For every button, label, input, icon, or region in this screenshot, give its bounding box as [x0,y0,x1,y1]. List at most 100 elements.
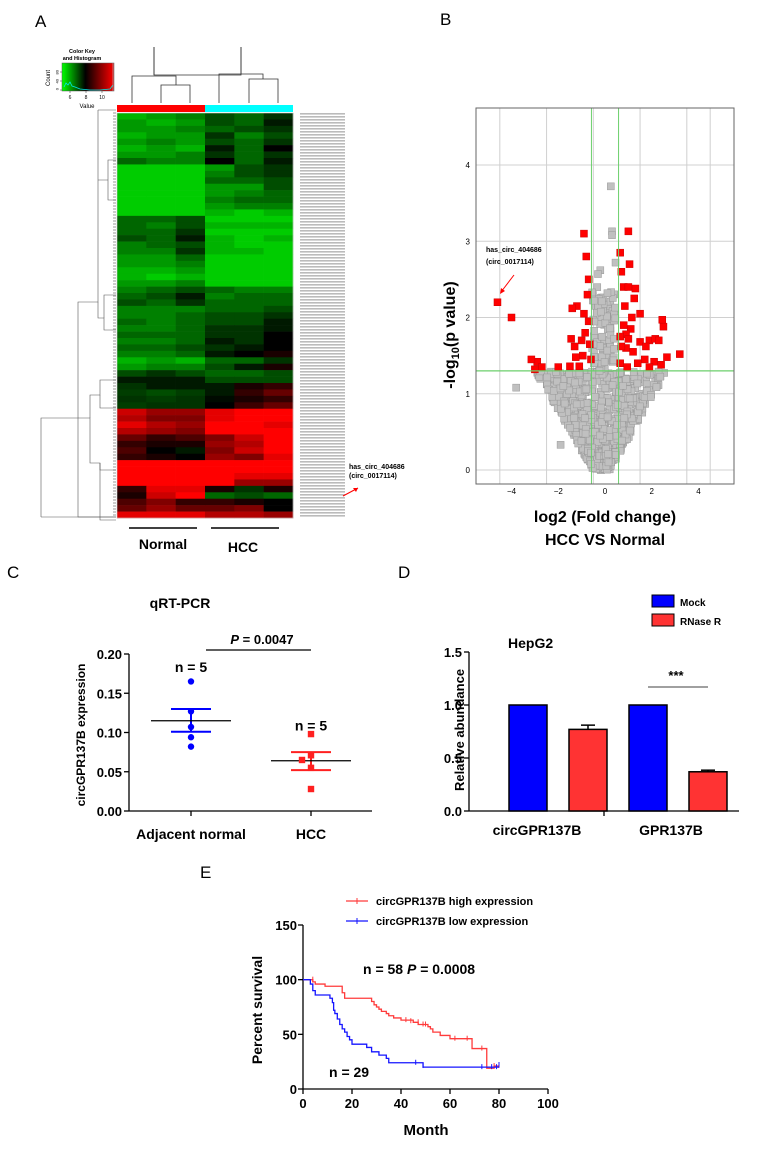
heatmap-cell [146,363,176,371]
row-label-line [300,416,345,418]
row-label-line [300,233,345,235]
heatmap-cell [205,434,235,442]
data-point [307,752,315,759]
nonsignificant-point [598,332,606,341]
heatmap-cell [263,273,294,281]
nonsignificant-point [555,392,563,401]
heatmap-cell [263,357,294,365]
row-label-line [300,278,345,280]
heatmap-cell [263,280,294,287]
nonsignificant-point [586,436,594,445]
row-label-line [300,329,345,331]
significant-point [640,355,649,364]
row-label-line [300,431,345,433]
heatmap-cell [175,485,206,493]
heatmap-cell [117,305,147,313]
heatmap-cell [205,479,235,487]
nonsignificant-point [559,382,568,390]
row-label-line [300,191,345,193]
row-label-line [300,383,345,385]
color-key-xtick-label: 10 [99,95,105,101]
heatmap-cell [146,466,176,474]
heatmap-cell [117,511,147,519]
nonsignificant-point [512,383,520,392]
nonsignificant-point [565,386,573,395]
row-label-line [300,212,345,214]
heatmap-cell [146,151,176,159]
data-point [187,678,195,685]
heatmap-cell [205,415,235,422]
heatmap-cell [146,325,176,332]
heatmap-cell [175,267,206,275]
y-tick-label: 0.20 [97,647,122,662]
data-point [307,730,315,738]
heatmap-cell [146,241,176,249]
heatmap-cell [146,511,176,519]
legend-label-rnase: RNase R [680,617,722,628]
heatmap-cell [234,215,264,223]
nonsignificant-point [582,385,591,394]
heatmap-cell [234,460,264,467]
significant-point [538,363,546,371]
color-key-ytick-label: 80 [55,69,60,74]
heatmap-cell [263,338,294,345]
heatmap-cell [175,447,206,455]
heatmap-cell [234,254,264,262]
heatmap-cell [205,498,235,506]
heatmap-cell [234,389,264,397]
heatmap-cell [234,440,264,448]
data-point [307,785,315,793]
heatmap-cell [117,170,147,178]
heatmap-cell [234,498,264,506]
heatmap-cell [234,415,264,422]
heatmap-cell [234,363,264,371]
heatmap-cell [263,421,294,429]
row-label-line [300,155,345,157]
volcano-ytick-label: 0 [466,466,471,475]
heatmap-cell [234,318,264,326]
heatmap-cell [117,196,147,204]
heatmap-cell [146,299,176,307]
significant-point [575,362,584,371]
y-tick-label: 1.5 [444,645,462,660]
heatmap-cell [205,158,235,165]
row-label-line [300,503,345,505]
heatmap-cell [146,331,176,339]
nonsignificant-point [613,421,621,429]
heatmap-cell [263,363,294,371]
row-label-line [300,302,345,304]
heatmap-cell [205,190,235,197]
heatmap-cell [117,293,147,300]
heatmap-cell [234,190,264,197]
significant-point [624,227,633,236]
nonsignificant-point [606,324,614,333]
heatmap-cell [146,395,176,403]
heatmap-cell [205,331,235,339]
nonsignificant-point [627,414,636,423]
heatmap-cell [205,492,235,500]
row-label-line [300,149,345,151]
group-bar-hcc [205,105,293,112]
heatmap-cell [146,318,176,326]
heatmap-cell [117,485,147,493]
row-label-line [300,248,345,250]
heatmap-cell [146,485,176,493]
heatmap-cell [175,466,206,474]
heatmap-cell [117,460,147,467]
heatmap-cell [117,299,147,307]
nonsignificant-point [594,270,602,278]
row-label-line [300,113,345,115]
row-label-line [300,167,345,169]
row-label-line [300,176,345,178]
significant-point [579,351,587,360]
row-label-line [300,335,345,337]
heatmap-cell [234,158,264,165]
volcano-xlabel-1: log2 (Fold change) [534,509,676,526]
x-tick-label: HCC [296,826,326,842]
heatmap-cell [205,376,235,384]
heatmap-cell [205,267,235,275]
heatmap-cell [175,383,206,390]
row-label-line [300,296,345,298]
heatmap-cell [117,125,147,133]
color-key-xtick-label: 8 [85,95,88,101]
